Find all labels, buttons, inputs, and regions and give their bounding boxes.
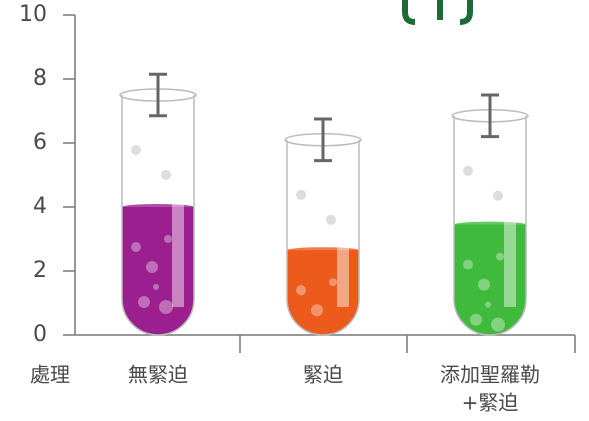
air-bubble [296,189,306,200]
bubble [159,300,173,314]
liquid-surface [287,247,359,254]
y-tick-label: 10 [19,2,47,27]
liquid [287,250,359,335]
tube-highlight [172,103,184,307]
liquid [454,224,526,335]
bubble [478,278,490,291]
air-bubble [131,145,141,155]
bubble [296,285,306,296]
y-tick-label: 0 [33,322,47,347]
bubble [470,313,482,326]
x-tick-label: 無緊迫 [128,363,188,387]
tube-highlight [337,147,349,307]
air-bubble [161,170,171,180]
bubble [131,242,141,252]
tube [121,95,195,336]
tube-highlight [504,123,516,307]
y-tick-label: 6 [33,130,47,155]
liquid-surface [454,221,526,228]
air-bubble [326,214,336,225]
liquid [122,207,194,335]
tube [286,139,360,336]
liquid-surface [122,204,194,210]
x-tick-label: 添加聖羅勒 [440,363,540,387]
logo-fragment [402,0,473,25]
bubble [164,235,172,243]
error-bar [314,117,332,163]
bubble [153,284,159,290]
bubble [329,278,337,287]
error-bar [149,72,167,118]
bubble [491,317,505,332]
x-axis-label: 處理 [30,363,70,387]
x-tick-label: 緊迫 [303,363,343,387]
error-bar [481,93,499,139]
bubble [485,301,491,308]
bubble [463,259,473,270]
x-tick-label: +緊迫 [462,391,519,415]
y-tick-label: 8 [33,66,47,91]
bubble [311,304,323,317]
y-tick-label: 2 [33,258,47,283]
bubble [138,296,150,308]
y-tick-label: 4 [33,194,47,219]
air-bubble [463,165,473,176]
bubble [496,252,504,261]
bubble [146,261,158,273]
air-bubble [493,190,503,201]
tube [453,115,527,336]
